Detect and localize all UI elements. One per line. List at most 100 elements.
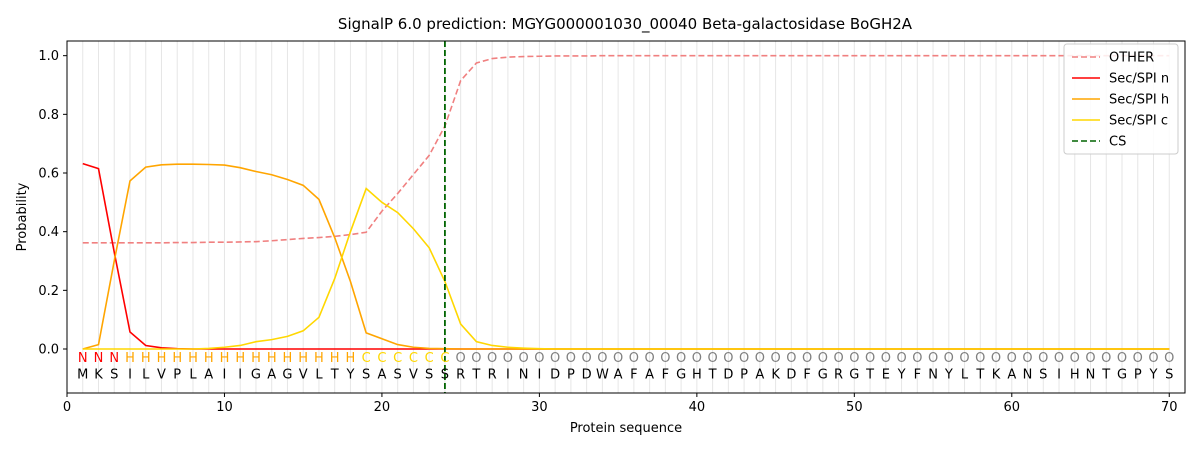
x-tick-label: 40 [689,400,706,415]
residue-letter: I [537,367,541,382]
region-label: O [613,351,623,366]
x-tick-label: 30 [531,400,548,415]
residue-letter: S [1039,367,1047,382]
residue-letter: G [1117,367,1127,382]
y-axis-label: Probability [15,182,30,251]
residue-letter: T [865,367,874,382]
region-label: O [723,351,733,366]
region-label: O [1101,351,1111,366]
legend-label: Sec/SPI c [1109,114,1168,129]
plot-frame [66,40,1186,394]
residue-letter: E [882,367,890,382]
residue-letter: D [582,367,592,382]
grid-lines [82,41,1170,393]
residue-letter: L [142,367,150,382]
region-label: O [802,351,812,366]
residue-letter: F [914,367,921,382]
residue-letter: S [441,367,449,382]
region-label: O [692,351,702,366]
x-tick-label: 0 [63,400,71,415]
residue-letter: P [567,367,575,382]
region-label: H [172,351,182,366]
residue-letter: T [708,367,717,382]
region-label: H [267,351,277,366]
region-label: O [833,351,843,366]
region-label: O [1070,351,1080,366]
legend-label: CS [1109,135,1126,150]
legend: OTHER Sec/SPI n Sec/SPI h Sec/SPI c CS [1063,43,1179,155]
region-label: H [314,351,324,366]
region-label: C [393,351,402,366]
legend-label: Sec/SPI h [1109,93,1169,108]
region-label: N [78,351,88,366]
residue-letter: D [723,367,733,382]
region-label: O [959,351,969,366]
residue-letter: A [204,367,213,382]
region-label: O [1133,351,1143,366]
region-label: O [991,351,1001,366]
region-label: O [755,351,765,366]
residue-letter: Y [897,367,906,382]
residue-letter: S [394,367,402,382]
residue-letter: L [189,367,197,382]
residue-letter: G [251,367,261,382]
region-label: O [660,351,670,366]
region-label: O [739,351,749,366]
residue-letter: G [282,367,292,382]
x-tick-label: 50 [846,400,863,415]
residue-letter: P [740,367,748,382]
region-label: C [440,351,449,366]
region-label: O [582,351,592,366]
region-label: O [456,351,466,366]
region-label: H [204,351,214,366]
residue-letter: L [315,367,323,382]
region-label: H [298,351,308,366]
residue-letter: V [409,367,418,382]
residue-letter: T [471,367,480,382]
residue-letter: V [157,367,166,382]
residue-letter: A [1007,367,1016,382]
legend-label: Sec/SPI n [1109,72,1169,87]
region-label: H [125,351,135,366]
x-axis-ticks: 0 10 20 30 40 50 60 70 [63,393,1178,415]
residue-letter: S [1165,367,1173,382]
y-tick-label: 0.4 [38,225,59,240]
residue-letter: Y [944,367,953,382]
residue-letter: D [786,367,796,382]
residue-letter: V [299,367,308,382]
residue-letter: T [330,367,339,382]
region-label: O [550,351,560,366]
legend-box [1063,43,1179,155]
series-line-sec-spi-n [82,162,1170,350]
residue-letter: H [692,367,702,382]
y-tick-label: 0.6 [38,167,59,182]
region-label: O [1148,351,1158,366]
residue-letter: N [519,367,529,382]
region-label: H [251,351,261,366]
region-label: O [487,351,497,366]
residue-letter: F [630,367,637,382]
region-label: O [944,351,954,366]
residue-letter: G [849,367,859,382]
plot-area [82,41,1170,393]
residue-letter: S [425,367,433,382]
region-label: O [1117,351,1127,366]
region-label: O [849,351,859,366]
x-tick-label: 10 [216,400,233,415]
residue-letter: K [94,367,103,382]
region-label: H [235,351,245,366]
region-label: O [1007,351,1017,366]
region-label: O [534,351,544,366]
region-label: N [109,351,119,366]
residue-letter: N [928,367,938,382]
region-label: O [770,351,780,366]
y-axis-ticks: 0.0 0.2 0.4 0.6 0.8 1.0 [38,49,67,358]
residue-letter: R [488,367,497,382]
residue-letter: S [110,367,118,382]
region-label: O [865,351,875,366]
region-label: O [629,351,639,366]
region-label: O [566,351,576,366]
residue-letter: I [1057,367,1061,382]
residue-letter: F [803,367,810,382]
